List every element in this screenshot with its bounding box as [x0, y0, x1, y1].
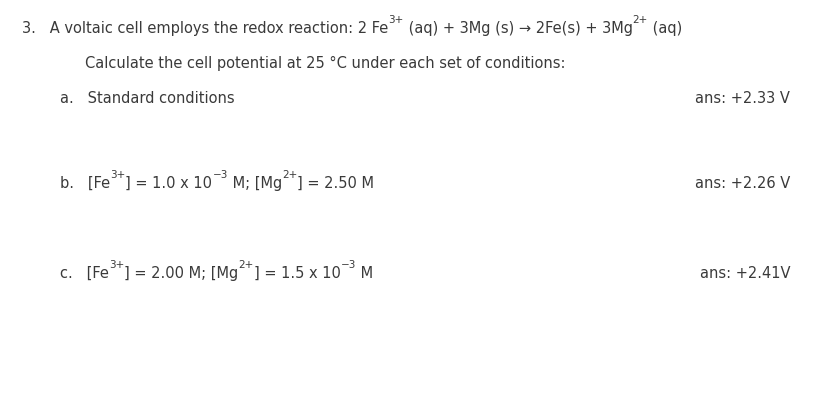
- Text: 2+: 2+: [632, 15, 647, 25]
- Text: c.   [Fe: c. [Fe: [60, 266, 108, 281]
- Text: 3+: 3+: [388, 15, 403, 25]
- Text: ] = 2.00 M; [Mg: ] = 2.00 M; [Mg: [124, 266, 238, 281]
- Text: (aq) + 3Mg (s) → 2Fe(s) + 3Mg: (aq) + 3Mg (s) → 2Fe(s) + 3Mg: [403, 21, 632, 36]
- Text: b.   [Fe: b. [Fe: [60, 176, 110, 191]
- Text: 2+: 2+: [282, 170, 297, 180]
- Text: ] = 2.50 M: ] = 2.50 M: [297, 176, 374, 191]
- Text: M; [Mg: M; [Mg: [227, 176, 282, 191]
- Text: a.   Standard conditions: a. Standard conditions: [60, 91, 234, 106]
- Text: ans: +2.26 V: ans: +2.26 V: [694, 176, 789, 191]
- Text: 2+: 2+: [238, 260, 253, 270]
- Text: ans: +2.33 V: ans: +2.33 V: [695, 91, 789, 106]
- Text: ] = 1.0 x 10: ] = 1.0 x 10: [125, 176, 212, 191]
- Text: 3+: 3+: [110, 170, 125, 180]
- Text: ans: +2.41V: ans: +2.41V: [699, 266, 789, 281]
- Text: 3+: 3+: [108, 260, 124, 270]
- Text: −3: −3: [212, 170, 227, 180]
- Text: ] = 1.5 x 10: ] = 1.5 x 10: [253, 266, 340, 281]
- Text: −3: −3: [340, 260, 356, 270]
- Text: 3.   A voltaic cell employs the redox reaction: 2 Fe: 3. A voltaic cell employs the redox reac…: [22, 21, 388, 36]
- Text: Calculate the cell potential at 25 °C under each set of conditions:: Calculate the cell potential at 25 °C un…: [85, 56, 565, 71]
- Text: M: M: [356, 266, 372, 281]
- Text: (aq): (aq): [647, 21, 681, 36]
